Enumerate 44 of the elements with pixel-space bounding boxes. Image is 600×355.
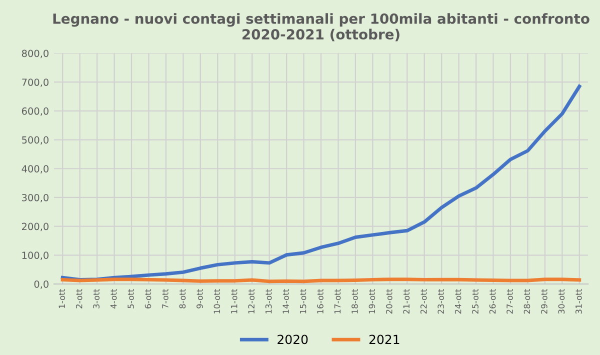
x-tick-label: 25-ott	[472, 289, 478, 314]
x-tick-label: 28-ott	[524, 289, 530, 314]
x-tick-label: 29-ott	[541, 289, 548, 314]
x-tick-label: 21-ott	[403, 289, 410, 314]
x-tick-label: 16-ott	[317, 289, 324, 314]
x-tick-label: 9-ott	[196, 289, 203, 308]
x-tick-label: 3-ott	[93, 289, 100, 308]
x-tick-label: 17-ott	[334, 289, 341, 314]
x-tick-label: 19-ott	[368, 289, 376, 314]
x-tick-label: 31-ott	[576, 289, 582, 314]
x-tick-label: 6-ott	[144, 289, 152, 308]
x-tick-label: 18-ott	[352, 289, 358, 314]
x-tick-label: 27-ott	[506, 289, 513, 314]
x-tick-label: 23-ott	[438, 289, 444, 314]
x-tick-label: 26-ott	[489, 289, 496, 314]
y-tick-label: 0,0	[34, 280, 48, 289]
chart-title: Legnano - nuovi contagi settimanali per 100mila abitanti - confronto 2020-2021 (ottobre)	[53, 13, 590, 42]
x-tick-label: 20-ott	[386, 289, 392, 314]
y-tick-label: 200,0	[22, 222, 48, 232]
x-tick-label: 2-ott	[76, 289, 82, 308]
x-tick-label: 8-ott	[179, 289, 186, 308]
legend-label: 2020	[278, 334, 308, 344]
y-tick-label: 500,0	[22, 136, 48, 145]
line-series	[60, 84, 582, 282]
x-tick-label: 11-ott	[231, 289, 238, 314]
x-tick-label: 4-ott	[110, 289, 117, 309]
x-tick-label: 7-ott	[162, 289, 168, 308]
y-tick-label: 100,0	[22, 252, 48, 260]
legend-label: 2021	[369, 334, 400, 344]
x-tick-label: 12-ott	[248, 289, 255, 314]
y-tick-label: 700,0	[22, 78, 48, 87]
x-tick-label: 15-ott	[300, 289, 306, 314]
x-tick-label: 13-ott	[265, 289, 272, 314]
y-tick-label: 800,0	[22, 50, 48, 58]
x-tick-label: 22-ott	[420, 289, 427, 314]
y-tick-label: 400,0	[22, 165, 48, 174]
y-tick-label: 300,0	[22, 194, 48, 202]
y-tick-label: 600,0	[22, 107, 48, 116]
x-tick-label: 24-ott	[454, 289, 462, 314]
x-tick-label: 10-ott	[214, 289, 220, 314]
x-tick-label: 30-ott	[558, 289, 565, 314]
x-tick-label: 5-ott	[128, 289, 134, 308]
x-tick-label: 1-ott	[58, 289, 66, 308]
x-tick-label: 14-ott	[282, 289, 289, 314]
